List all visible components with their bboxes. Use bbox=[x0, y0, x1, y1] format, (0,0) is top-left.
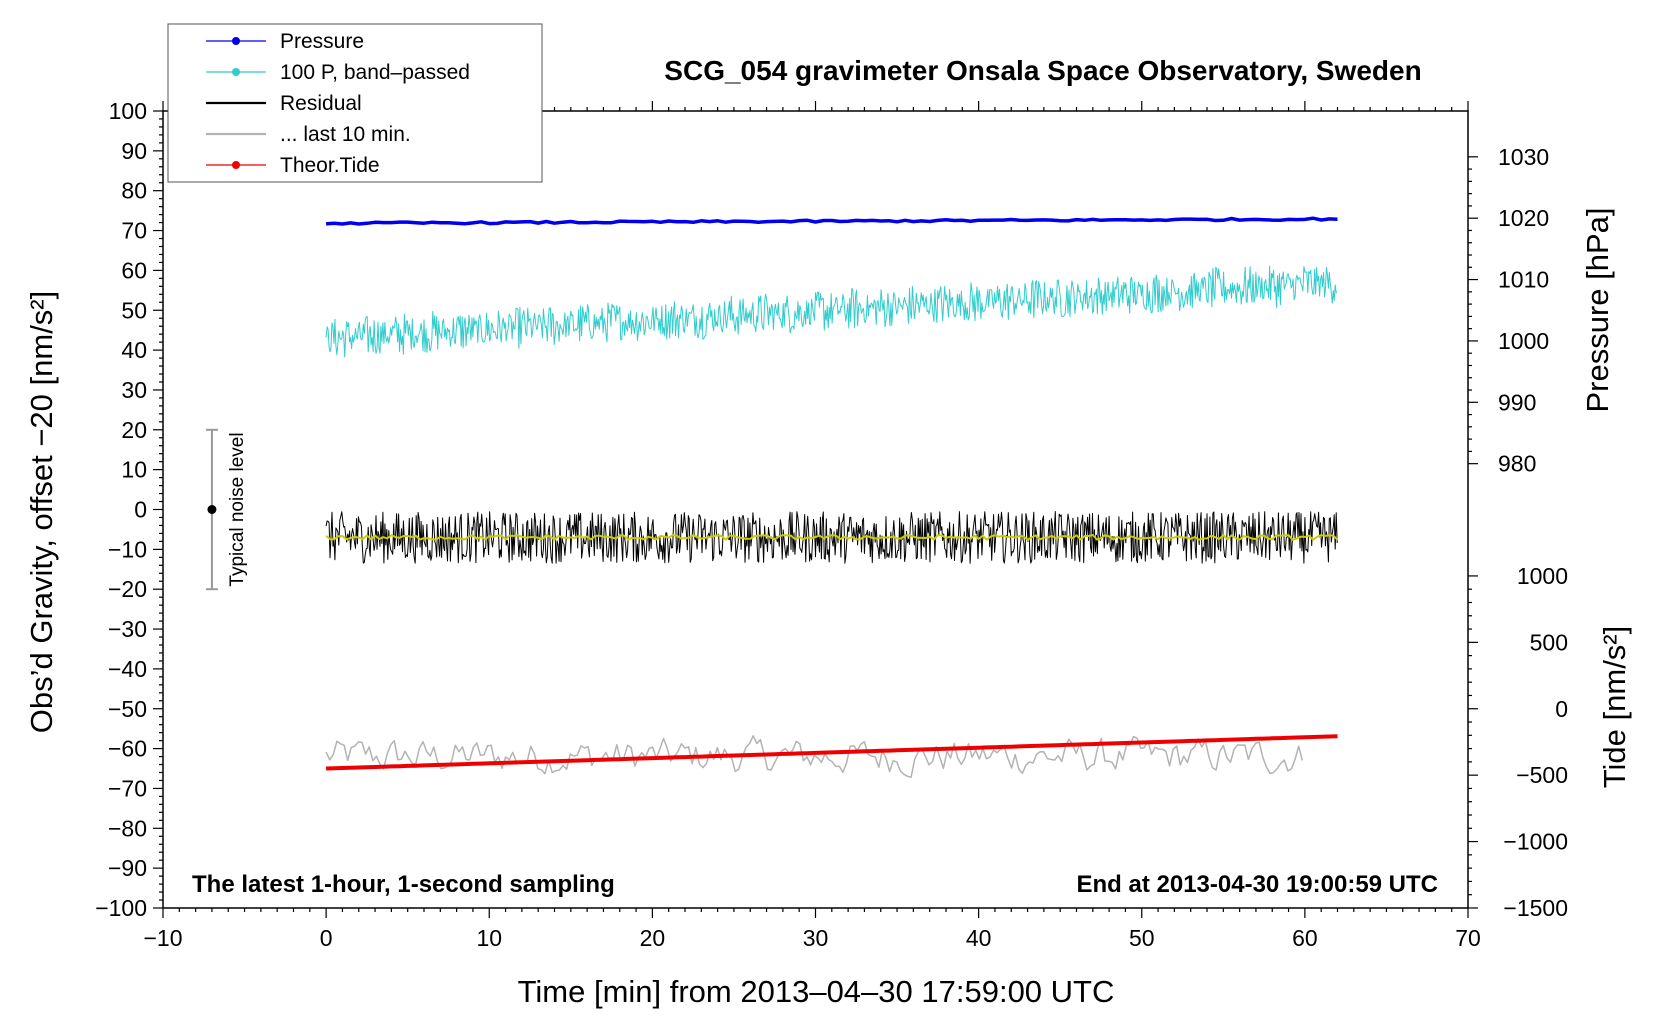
x-axis-title: Time [min] from 2013–04–30 17:59:00 UTC bbox=[518, 974, 1115, 1009]
y-tick-label: 100 bbox=[109, 98, 147, 124]
tide-tick-label: −500 bbox=[1516, 762, 1568, 788]
x-tick-label: 60 bbox=[1292, 925, 1318, 951]
series-100-p-band-passed bbox=[325, 265, 1338, 358]
pressure-tick-label: 1030 bbox=[1498, 144, 1549, 170]
y-tick-label: 50 bbox=[121, 297, 147, 323]
x-tick-label: 20 bbox=[640, 925, 666, 951]
y-tick-label: −100 bbox=[95, 895, 147, 921]
y-axis-left: 1009080706050403020100−10−20−30−40−50−60… bbox=[95, 98, 163, 921]
y-axis-pressure-title: Pressure [hPa] bbox=[1580, 207, 1615, 412]
y-tick-label: −60 bbox=[108, 736, 147, 762]
legend-label-theor-tide: Theor.Tide bbox=[280, 154, 380, 177]
series-layer bbox=[325, 216, 1339, 778]
y-tick-label: −50 bbox=[108, 696, 147, 722]
chart-title: SCG_054 gravimeter Onsala Space Observat… bbox=[664, 55, 1421, 86]
y-tick-label: 40 bbox=[121, 337, 147, 363]
y-tick-label: −30 bbox=[108, 616, 147, 642]
x-tick-label: 70 bbox=[1455, 925, 1481, 951]
y-tick-label: −20 bbox=[108, 576, 147, 602]
plot-border bbox=[162, 110, 1469, 909]
pressure-tick-label: 1000 bbox=[1498, 328, 1549, 354]
y-tick-label: 70 bbox=[121, 218, 147, 244]
y-tick-label: −70 bbox=[108, 775, 147, 801]
y-tick-label: 60 bbox=[121, 257, 147, 283]
legend-marker-100-p-band-passed bbox=[232, 68, 240, 76]
legend: Pressure 100 P, band–passed Residual ... la… bbox=[167, 23, 543, 183]
x-tick-label: −10 bbox=[143, 925, 182, 951]
plot-frame bbox=[162, 110, 1469, 909]
x-axis: −10 0 10 20 30 40 50 60 70 bbox=[143, 101, 1481, 951]
y-tick-label: −10 bbox=[108, 536, 147, 562]
y-axis-tide: 1000 500 0 −500 −1000 −1500 bbox=[1468, 563, 1568, 921]
y-axis-pressure: 1030 1020 1010 1000 990 980 bbox=[1468, 144, 1549, 477]
pressure-tick-label: 1010 bbox=[1498, 267, 1549, 293]
y-tick-label: −40 bbox=[108, 656, 147, 682]
x-tick-label: 0 bbox=[320, 925, 333, 951]
x-tick-label: 10 bbox=[476, 925, 502, 951]
tide-tick-label: −1500 bbox=[1503, 895, 1568, 921]
noise-level-bar: Typical noise level bbox=[205, 428, 248, 591]
noise-bar-label: Typical noise level bbox=[227, 432, 248, 586]
y-tick-label: 0 bbox=[134, 497, 147, 523]
legend-marker-pressure bbox=[232, 37, 240, 45]
x-tick-label: 50 bbox=[1129, 925, 1155, 951]
series-theor-tide bbox=[326, 734, 1338, 771]
y-tick-label: 10 bbox=[121, 457, 147, 483]
y-tick-label: −90 bbox=[108, 855, 147, 881]
pressure-tick-label: 1020 bbox=[1498, 205, 1549, 231]
noise-bar-dot bbox=[207, 505, 217, 514]
legend-label-pressure: Pressure bbox=[280, 30, 364, 53]
pressure-tick-label: 990 bbox=[1498, 389, 1536, 415]
tide-tick-label: −1000 bbox=[1503, 829, 1568, 855]
series-residual-smoothed bbox=[325, 534, 1339, 541]
legend-label-last-10-min: ... last 10 min. bbox=[280, 123, 411, 146]
x-tick-label: 40 bbox=[966, 925, 992, 951]
legend-marker-theor-tide bbox=[232, 161, 240, 169]
annotation-sampling: The latest 1-hour, 1-second sampling bbox=[192, 871, 615, 898]
x-tick-label: 30 bbox=[803, 925, 829, 951]
legend-label-residual: Residual bbox=[280, 92, 362, 115]
y-axis-tide-title: Tide [nm/s²] bbox=[1597, 626, 1632, 789]
legend-label-100-p-band-passed: 100 P, band–passed bbox=[280, 61, 470, 84]
y-tick-label: 90 bbox=[121, 138, 147, 164]
tide-tick-label: 0 bbox=[1555, 696, 1568, 722]
y-tick-label: −80 bbox=[108, 815, 147, 841]
y-tick-label: 30 bbox=[121, 377, 147, 403]
y-tick-label: 20 bbox=[121, 417, 147, 443]
tide-tick-label: 1000 bbox=[1517, 563, 1568, 589]
annotation-end-time: End at 2013-04-30 19:00:59 UTC bbox=[1077, 871, 1439, 898]
pressure-tick-label: 980 bbox=[1498, 451, 1536, 477]
y-axis-left-title: Obs’d Gravity, offset −20 [nm/s²] bbox=[24, 291, 59, 734]
series-last-10-min bbox=[325, 735, 1304, 778]
tide-tick-label: 500 bbox=[1530, 629, 1568, 655]
series-pressure bbox=[325, 216, 1338, 226]
y-tick-label: 80 bbox=[121, 178, 147, 204]
